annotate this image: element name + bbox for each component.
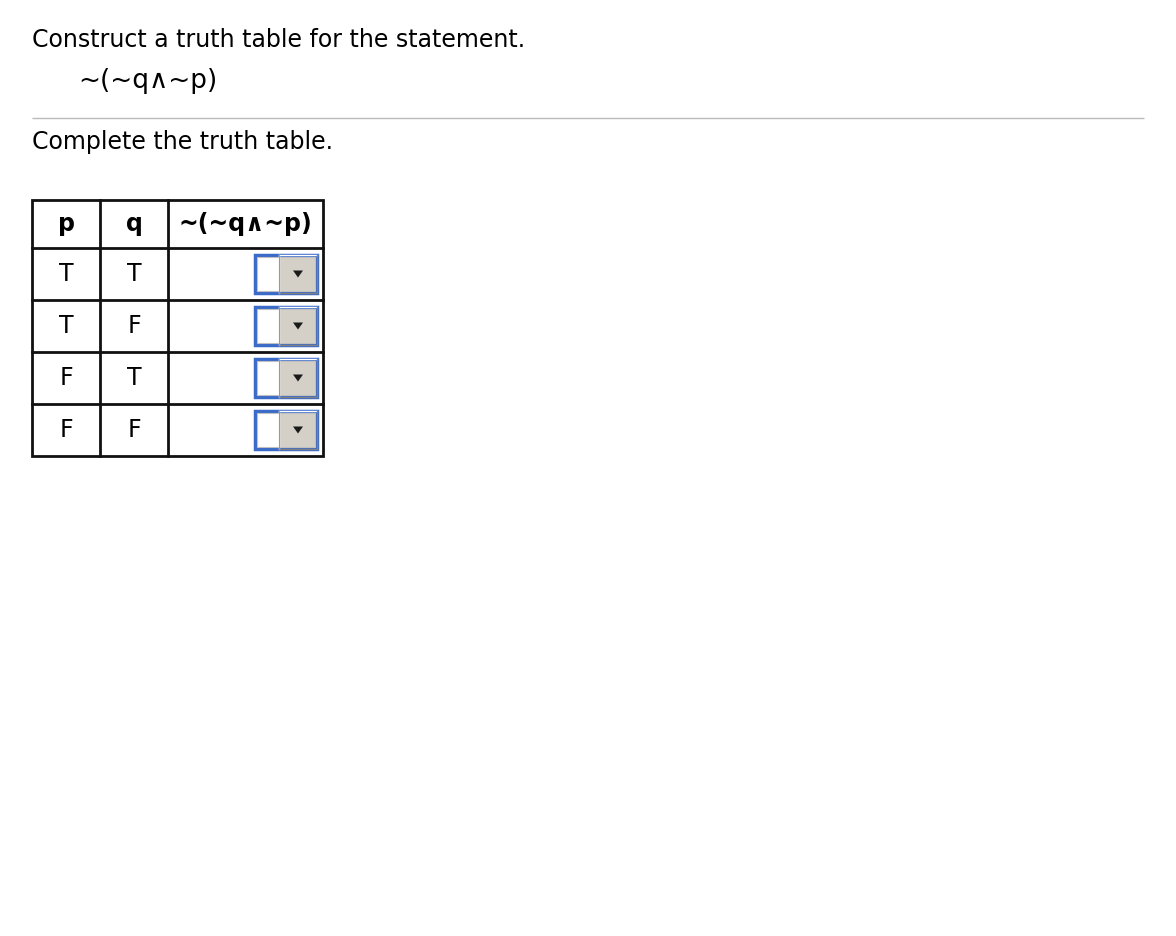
Bar: [279, 411, 318, 449]
Bar: [255, 307, 318, 345]
Bar: [255, 255, 279, 293]
Bar: [255, 359, 318, 397]
Text: q: q: [126, 212, 142, 236]
Polygon shape: [293, 271, 303, 277]
Text: Construct a truth table for the statement.: Construct a truth table for the statemen…: [32, 28, 526, 52]
Bar: [255, 411, 318, 449]
Bar: [258, 309, 315, 343]
Bar: [279, 255, 318, 293]
Bar: [258, 257, 315, 291]
Bar: [255, 411, 279, 449]
Text: ~(~q∧~p): ~(~q∧~p): [179, 212, 313, 236]
Text: T: T: [59, 314, 73, 338]
Text: p: p: [58, 212, 74, 236]
Text: T: T: [127, 262, 141, 286]
Text: F: F: [59, 418, 73, 442]
Text: T: T: [127, 366, 141, 390]
Bar: [279, 359, 318, 397]
Polygon shape: [293, 374, 303, 382]
Text: Complete the truth table.: Complete the truth table.: [32, 130, 333, 154]
Text: F: F: [127, 418, 141, 442]
Bar: [255, 307, 279, 345]
Text: T: T: [59, 262, 73, 286]
Polygon shape: [293, 323, 303, 329]
Bar: [258, 361, 315, 395]
Text: F: F: [127, 314, 141, 338]
Text: ~(~q∧~p): ~(~q∧~p): [78, 68, 218, 94]
Bar: [255, 359, 279, 397]
Bar: [279, 307, 318, 345]
Text: F: F: [59, 366, 73, 390]
Polygon shape: [293, 427, 303, 433]
Bar: [32, 200, 323, 456]
Bar: [258, 413, 315, 447]
Bar: [255, 255, 318, 293]
